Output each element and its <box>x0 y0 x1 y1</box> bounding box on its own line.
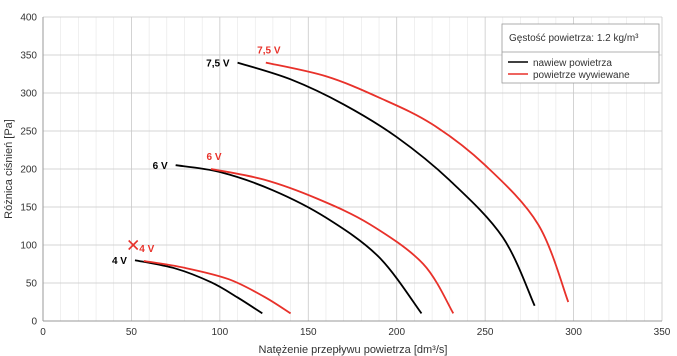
legend: Gęstość powietrza: 1.2 kg/m³ nawiew powi… <box>501 23 660 84</box>
y-tick-label: 50 <box>26 279 38 290</box>
y-axis-title: Różnica ciśnień [Pa] <box>3 119 15 219</box>
ticks: 0 50 100 150 200 250 300 350 0 50 100 150 200 250 300 3… <box>20 13 670 339</box>
curve-label-wywiew-4v: 4 V <box>139 244 154 255</box>
curve-wywiew-4v <box>143 260 292 315</box>
y-tick-label: 300 <box>20 89 37 100</box>
cross-marker <box>128 239 139 251</box>
x-axis-title: Natężenie przepływu powietrza [dm³/s] <box>259 344 448 356</box>
x-tick-label: 350 <box>654 327 671 338</box>
x-tick-label: 200 <box>388 327 405 338</box>
y-tick-label: 350 <box>20 51 37 62</box>
x-tick-label: 50 <box>126 327 138 338</box>
curve-label-wywiew-6v: 6 V <box>207 152 222 163</box>
curve-label-wywiew-75v: 7,5 V <box>257 46 281 57</box>
legend-box <box>501 23 660 84</box>
y-tick-label: 0 <box>31 317 37 328</box>
curve-nawiew-4v <box>134 259 263 315</box>
y-tick-label: 150 <box>20 203 37 214</box>
curve-nawiew-75v <box>237 61 536 307</box>
legend-label-nawiew: nawiew powietrza <box>533 58 612 69</box>
legend-title: Gęstość powietrza: 1.2 kg/m³ <box>509 33 639 44</box>
curves: 4 V 6 V 7,5 V 4 V 6 V 7,5 V <box>112 46 570 315</box>
y-tick-label: 250 <box>20 127 37 138</box>
curve-nawiew-6v <box>175 164 423 314</box>
x-tick-label: 300 <box>565 327 582 338</box>
x-tick-label: 250 <box>477 327 494 338</box>
cross-marker-stroke <box>128 239 139 251</box>
curve-label-nawiew-6v: 6 V <box>153 161 168 172</box>
annotations <box>128 239 139 251</box>
x-tick-label: 150 <box>300 327 317 338</box>
y-tick-label: 400 <box>20 13 37 24</box>
curve-wywiew-6v <box>210 168 455 314</box>
curve-wywiew-75v <box>265 61 570 303</box>
curve-label-nawiew-75v: 7,5 V <box>206 59 230 70</box>
y-tick-label: 200 <box>20 165 37 176</box>
major-grid <box>42 16 663 322</box>
x-tick-label: 100 <box>212 327 229 338</box>
x-tick-label: 0 <box>40 327 46 338</box>
y-tick-label: 100 <box>20 241 37 252</box>
legend-label-wywiew: powietrze wywiewane <box>533 70 630 81</box>
curve-label-nawiew-4v: 4 V <box>112 256 127 267</box>
